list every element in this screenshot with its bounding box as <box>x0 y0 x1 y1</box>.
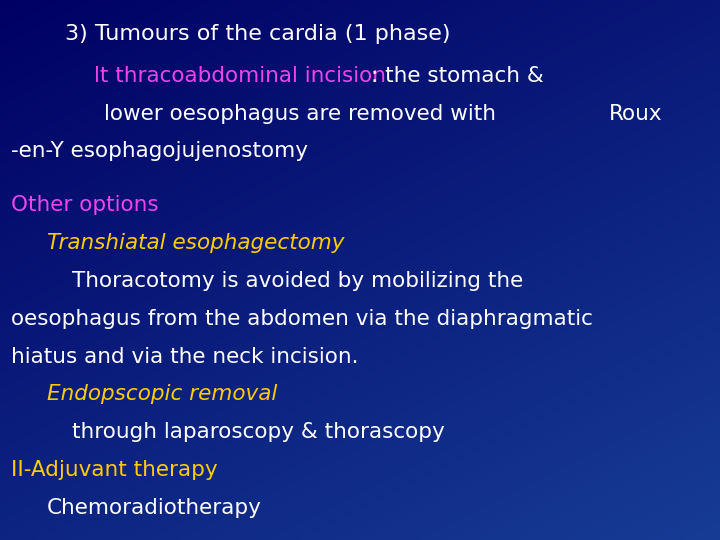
Text: Roux: Roux <box>608 104 662 124</box>
Text: : the stomach &: : the stomach & <box>371 66 544 86</box>
Text: Chemoradiotherapy: Chemoradiotherapy <box>47 498 261 518</box>
Text: lower oesophagus are removed with: lower oesophagus are removed with <box>104 104 496 124</box>
Text: hiatus and via the neck incision.: hiatus and via the neck incision. <box>11 347 359 367</box>
Text: oesophagus from the abdomen via the diaphragmatic: oesophagus from the abdomen via the diap… <box>11 309 593 329</box>
Text: II-Adjuvant therapy: II-Adjuvant therapy <box>11 460 217 480</box>
Text: Thoracotomy is avoided by mobilizing the: Thoracotomy is avoided by mobilizing the <box>72 271 523 291</box>
Text: Other options: Other options <box>11 195 158 215</box>
Text: 3) Tumours of the cardia (1 phase): 3) Tumours of the cardia (1 phase) <box>65 24 450 44</box>
Text: Endopscopic removal: Endopscopic removal <box>47 384 277 404</box>
Text: Transhiatal esophagectomy: Transhiatal esophagectomy <box>47 233 344 253</box>
Text: through laparoscopy & thorascopy: through laparoscopy & thorascopy <box>72 422 445 442</box>
Text: -en-Y esophagojujenostomy: -en-Y esophagojujenostomy <box>11 141 308 161</box>
Text: lt thracoabdominal incision: lt thracoabdominal incision <box>94 66 386 86</box>
